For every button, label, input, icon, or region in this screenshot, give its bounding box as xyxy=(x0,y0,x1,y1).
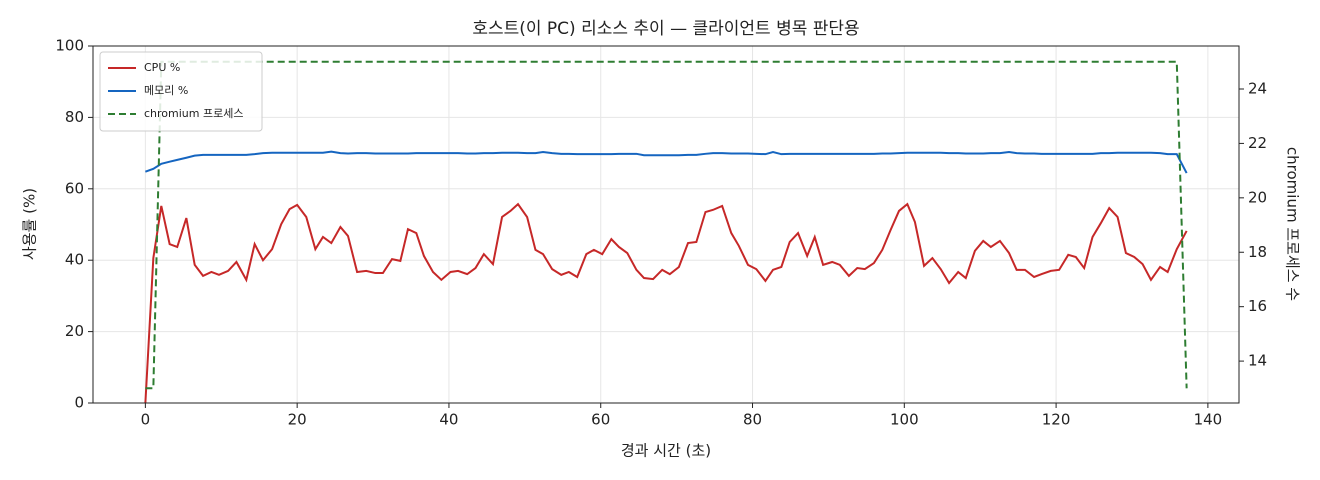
series-line xyxy=(145,60,1188,390)
legend: CPU % 메모리 % chromium 프로세스 xyxy=(99,51,263,132)
series-line xyxy=(144,202,1188,404)
y2-tick-label: 18 xyxy=(1248,243,1267,261)
y-tick-label: 40 xyxy=(65,251,84,269)
y2-tick-label: 20 xyxy=(1248,188,1267,206)
x-tick-label: 40 xyxy=(439,411,458,429)
y-tick-label: 60 xyxy=(65,179,84,197)
legend-label: CPU % xyxy=(144,61,180,74)
x-tick-label: 20 xyxy=(288,411,307,429)
y-tick-label: 20 xyxy=(65,322,84,340)
x-tick-label: 60 xyxy=(591,411,610,429)
x-tick-label: 100 xyxy=(890,411,919,429)
y2-tick-label: 22 xyxy=(1248,134,1267,152)
x-tick-label: 80 xyxy=(743,411,762,429)
x-tick-label: 120 xyxy=(1042,411,1071,429)
y2-tick-label: 16 xyxy=(1248,297,1267,315)
y2-tick-label: 24 xyxy=(1248,79,1267,97)
x-tick-label: 140 xyxy=(1194,411,1223,429)
y-tick-label: 100 xyxy=(55,37,84,55)
y-tick-label: 80 xyxy=(65,108,84,126)
legend-box xyxy=(99,51,263,132)
legend-label: chromium 프로세스 xyxy=(144,107,243,120)
y-axis-label: 사용률 (%) xyxy=(21,188,39,260)
chart-title: 호스트(이 PC) 리소스 추이 — 클라이언트 병목 판단용 xyxy=(472,19,859,39)
x-tick-label: 0 xyxy=(141,411,151,429)
series-line xyxy=(145,150,1188,174)
legend-label: 메모리 % xyxy=(144,84,188,97)
x-axis-label: 경과 시간 (초) xyxy=(621,442,711,460)
y2-tick-label: 14 xyxy=(1248,352,1267,370)
y2-axis-label: chromium 프로세스 수 xyxy=(1284,147,1302,301)
plot-frame xyxy=(92,45,1240,404)
y-tick-label: 0 xyxy=(74,394,84,412)
